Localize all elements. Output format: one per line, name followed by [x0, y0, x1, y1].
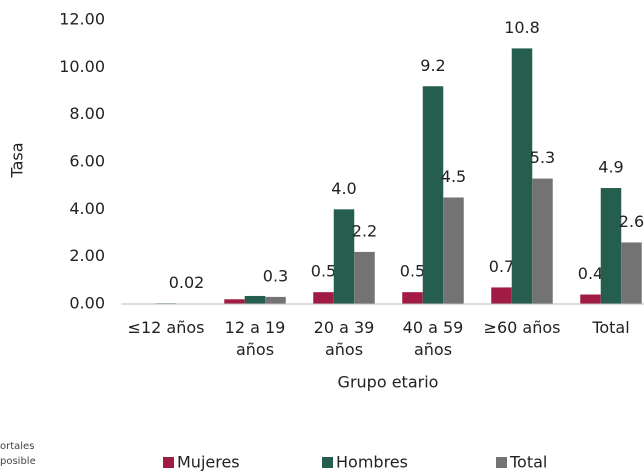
bar: [491, 287, 512, 304]
data-label: 2.2: [352, 221, 377, 240]
y-tick-label: 0.00: [69, 294, 105, 313]
data-label: 0.7: [489, 257, 514, 276]
legend-label: Mujeres: [177, 453, 240, 471]
legend-swatch: [163, 457, 174, 468]
bar: [532, 178, 553, 304]
y-tick-label: 2.00: [69, 246, 105, 265]
x-tick-label: ≥60 años: [483, 318, 561, 337]
bar: [313, 292, 334, 304]
data-label: 0.5: [311, 262, 336, 281]
y-tick-label: 4.00: [69, 199, 105, 218]
data-label: 0.3: [263, 266, 288, 285]
bar: [600, 188, 622, 304]
y-tick-label: 8.00: [69, 104, 105, 123]
y-tick-label: 10.00: [59, 57, 105, 76]
bar: [402, 292, 423, 304]
y-axis-title: Tasa: [8, 142, 27, 178]
note-line: ortales: [0, 441, 34, 452]
data-label: 5.3: [530, 148, 555, 167]
bar: [244, 295, 266, 304]
data-label: 0.02: [169, 273, 205, 292]
x-tick-label: 12 a 19 años: [224, 318, 286, 359]
data-label: 0.4: [578, 264, 603, 283]
legend-label: Total: [509, 453, 547, 471]
legend-label: Hombres: [336, 453, 408, 471]
bar: [422, 86, 444, 305]
bar: [443, 197, 464, 304]
bar: [621, 242, 642, 304]
y-tick-label: 12.00: [59, 10, 105, 29]
legend-swatch: [322, 457, 333, 468]
note-line: posible: [0, 456, 36, 467]
y-tick-label: 6.00: [69, 152, 105, 171]
data-label: 4.9: [598, 158, 623, 177]
bar: [354, 251, 375, 304]
x-tick-label: 20 a 39 años: [313, 318, 375, 359]
data-label: 9.2: [420, 56, 445, 75]
bar: [265, 296, 286, 304]
bar: [224, 299, 245, 304]
legend-swatch: [496, 457, 507, 468]
bar: [580, 294, 601, 304]
data-label: 10.8: [504, 18, 540, 37]
x-axis-title: Grupo etario: [338, 373, 439, 392]
bar: [333, 209, 355, 304]
data-label: 4.5: [441, 167, 466, 186]
data-label: 2.6: [619, 212, 644, 231]
x-tick-label: 40 a 59 años: [402, 318, 464, 359]
bar: [511, 48, 533, 305]
x-tick-label: ≤12 años: [127, 318, 205, 337]
data-label: 0.5: [400, 262, 425, 281]
x-tick-label: Total: [592, 318, 630, 337]
data-label: 4.0: [331, 179, 356, 198]
